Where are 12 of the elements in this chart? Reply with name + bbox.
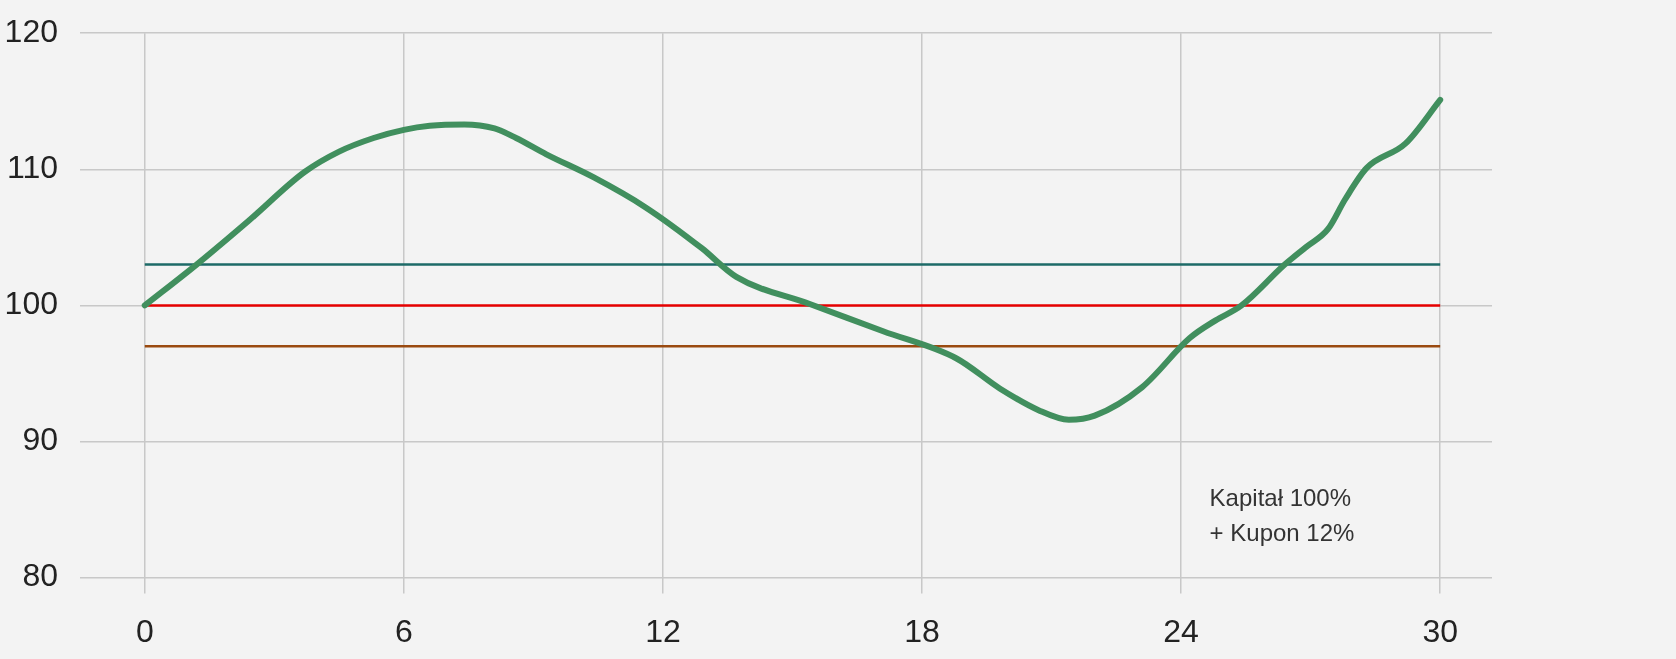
x-tick-label: 18 <box>904 612 940 649</box>
x-tick-label: 12 <box>645 612 681 649</box>
y-tick-label: 100 <box>4 285 58 322</box>
y-tick-label: 110 <box>6 149 58 186</box>
y-tick-label: 90 <box>22 421 58 458</box>
y-tick-label: 80 <box>22 557 58 594</box>
x-tick-label: 24 <box>1163 612 1199 649</box>
annotation: Kapitał 100% + Kupon 12% <box>1209 482 1355 548</box>
x-tick-label: 30 <box>1422 612 1458 649</box>
x-tick-label: 6 <box>394 612 413 649</box>
y-tick-label: 120 <box>4 13 58 50</box>
x-tick-label: 0 <box>135 612 154 649</box>
